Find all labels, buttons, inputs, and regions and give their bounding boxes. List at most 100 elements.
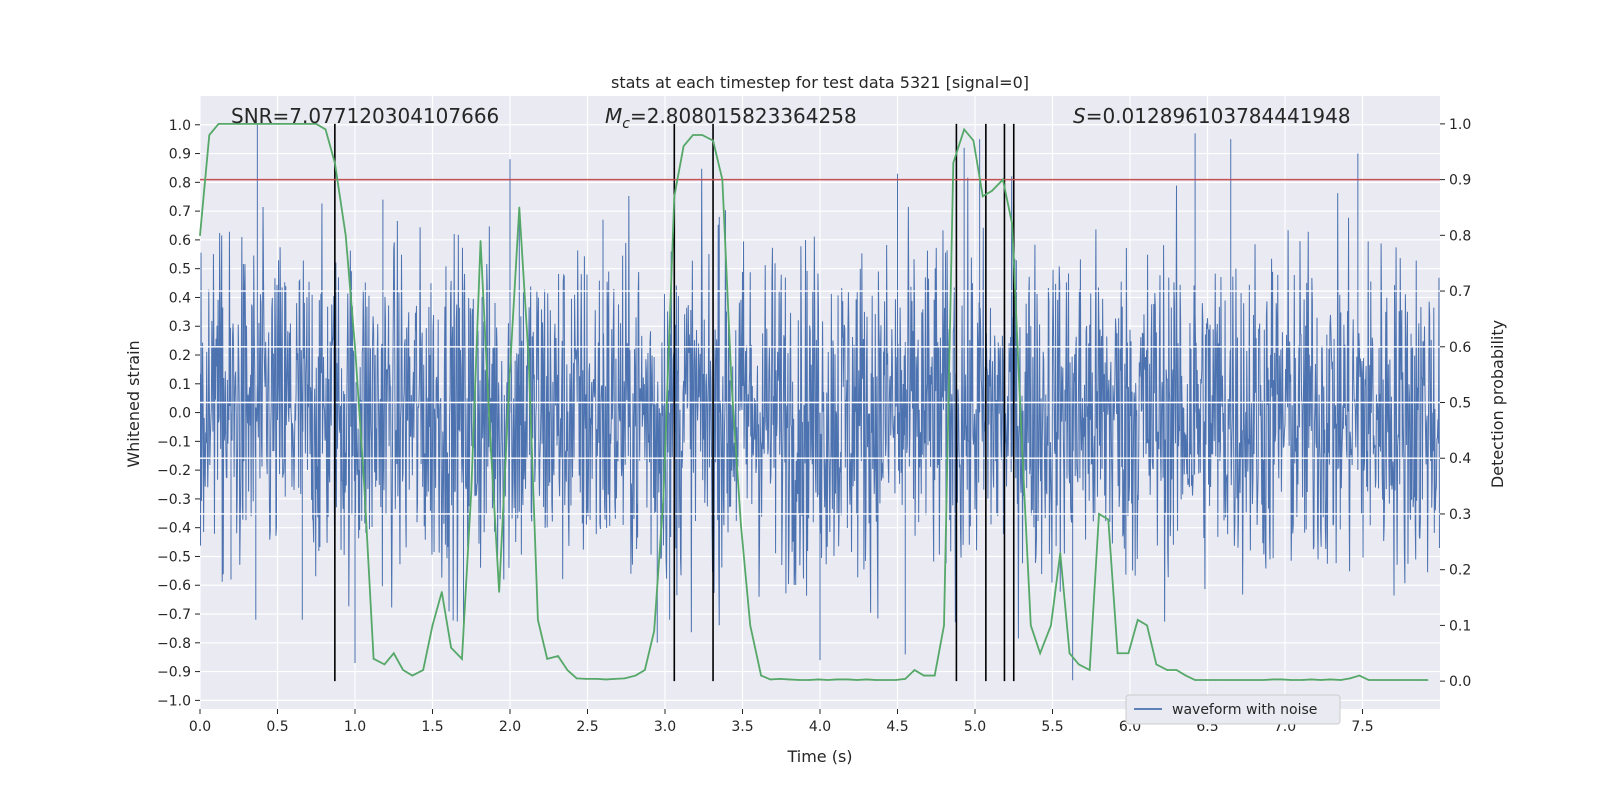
x-tick-label-4: 2.0 (499, 719, 521, 735)
prob-point-123 (1388, 679, 1390, 681)
prob-point-37 (557, 655, 559, 657)
prob-point-7 (267, 123, 270, 125)
y-right-axis-ticks: 1.0 0.9 0.8 0.7 0.6 0.5 0.4 0.3 0.2 0.1 0.0 (1440, 117, 1471, 690)
prob-point-24 (431, 624, 434, 627)
prob-point-11 (306, 123, 308, 125)
prob-point-32 (509, 368, 511, 370)
prob-point-16 (354, 345, 356, 348)
y-left-tick-label-4: 0.6 (169, 233, 191, 249)
prob-point-3 (228, 123, 231, 125)
prob-point-21 (402, 669, 404, 671)
x-tick-label-9: 4.5 (886, 719, 908, 735)
prob-point-5 (247, 123, 249, 125)
y-left-tick-label-6: 0.4 (169, 290, 191, 306)
y-left-tick-label-9: 0.1 (169, 377, 191, 393)
horizontal-white-bands (200, 290, 1440, 515)
prob-point-111 (1271, 678, 1274, 681)
prob-point-56 (740, 524, 742, 526)
x-tick-label-8: 4.0 (809, 719, 831, 735)
prob-point-96 (1127, 652, 1130, 655)
snr-annotation: SNR=7.077120304107666 (231, 104, 499, 128)
y-right-axis-label: Detection probability (1488, 320, 1507, 488)
y-right-tick-label-8: 0.2 (1449, 563, 1471, 579)
prob-point-61 (788, 678, 790, 681)
prob-point-50 (682, 145, 685, 147)
prob-point-114 (1301, 679, 1303, 681)
prob-point-115 (1310, 678, 1313, 681)
prob-point-17 (363, 485, 366, 487)
prob-point-71 (885, 679, 888, 681)
prob-point-69 (865, 678, 868, 681)
prob-point-83 (1002, 178, 1004, 181)
prob-point-104 (1203, 679, 1206, 681)
y-right-tick-label-4: 0.6 (1449, 340, 1471, 356)
prob-point-35 (537, 619, 539, 621)
prob-point-73 (904, 678, 907, 680)
prob-point-13 (324, 128, 327, 131)
x-axis-label: Time (s) (786, 747, 852, 766)
prob-point-9 (286, 123, 288, 125)
prob-point-68 (856, 679, 858, 681)
y-left-tick-label-7: 0.3 (169, 319, 191, 335)
mc-symbol: M (605, 104, 622, 128)
y-right-tick-label-10: 0.0 (1449, 674, 1471, 690)
mc-subscript: c (622, 116, 630, 132)
chart-title: stats at each timestep for test data 532… (611, 73, 1029, 92)
y-left-tick-label-12: −0.2 (157, 463, 191, 479)
s-symbol: S (1073, 104, 1086, 128)
prob-point-89 (1059, 552, 1062, 554)
prob-point-34 (527, 357, 530, 359)
prob-point-127 (1426, 679, 1429, 681)
prob-point-93 (1098, 513, 1100, 515)
prob-point-57 (749, 624, 752, 627)
prob-point-40 (585, 678, 587, 680)
prob-point-26 (450, 646, 452, 649)
y-left-axis-label: Whitened strain (124, 340, 143, 467)
prob-point-77 (943, 624, 945, 627)
prob-point-94 (1107, 518, 1110, 521)
prob-point-4 (237, 123, 240, 125)
prob-point-66 (836, 678, 838, 681)
prob-point-110 (1262, 679, 1265, 681)
prob-point-78 (952, 162, 955, 164)
x-tick-label-3: 1.5 (421, 719, 443, 735)
prob-point-67 (847, 678, 849, 681)
x-tick-label-11: 5.5 (1041, 719, 1063, 735)
prob-point-108 (1242, 679, 1244, 681)
y-left-tick-label-2: 0.8 (169, 175, 191, 191)
prob-point-120 (1358, 674, 1361, 677)
y-left-tick-label-5: 0.5 (169, 262, 191, 278)
prob-point-88 (1050, 624, 1052, 627)
chirp-mass-annotation: Mc=2.808015823364258 (605, 104, 857, 132)
prob-point-76 (933, 674, 936, 677)
prob-point-8 (276, 123, 279, 125)
prob-point-82 (991, 189, 993, 192)
prob-point-106 (1223, 679, 1226, 681)
prob-point-72 (895, 679, 897, 681)
prob-point-10 (295, 123, 297, 125)
s-value: =0.012896103784441948 (1086, 104, 1351, 128)
y-left-tick-label-19: −0.9 (157, 665, 191, 681)
y-right-tick-label-1: 0.9 (1449, 173, 1471, 189)
prob-point-31 (498, 591, 500, 593)
prob-point-45 (634, 674, 637, 677)
y-right-tick-label-7: 0.3 (1449, 507, 1471, 523)
x-tick-label-10: 5.0 (964, 719, 986, 735)
prob-point-80 (972, 139, 975, 142)
prob-point-33 (518, 206, 521, 209)
prob-point-100 (1166, 669, 1168, 671)
prob-point-101 (1175, 669, 1178, 671)
prob-point-18 (372, 658, 375, 660)
prob-point-44 (623, 677, 626, 680)
legend-box (1125, 694, 1341, 725)
prob-point-58 (760, 674, 762, 677)
prob-point-22 (411, 674, 414, 677)
prob-point-29 (479, 240, 482, 242)
y-left-tick-label-16: −0.6 (157, 578, 191, 594)
prob-point-38 (566, 669, 569, 671)
prob-point-125 (1406, 679, 1409, 681)
x-tick-label-15: 7.5 (1351, 719, 1373, 735)
x-tick-label-6: 3.0 (654, 719, 676, 735)
prob-point-116 (1319, 679, 1322, 681)
prob-point-91 (1078, 663, 1080, 666)
